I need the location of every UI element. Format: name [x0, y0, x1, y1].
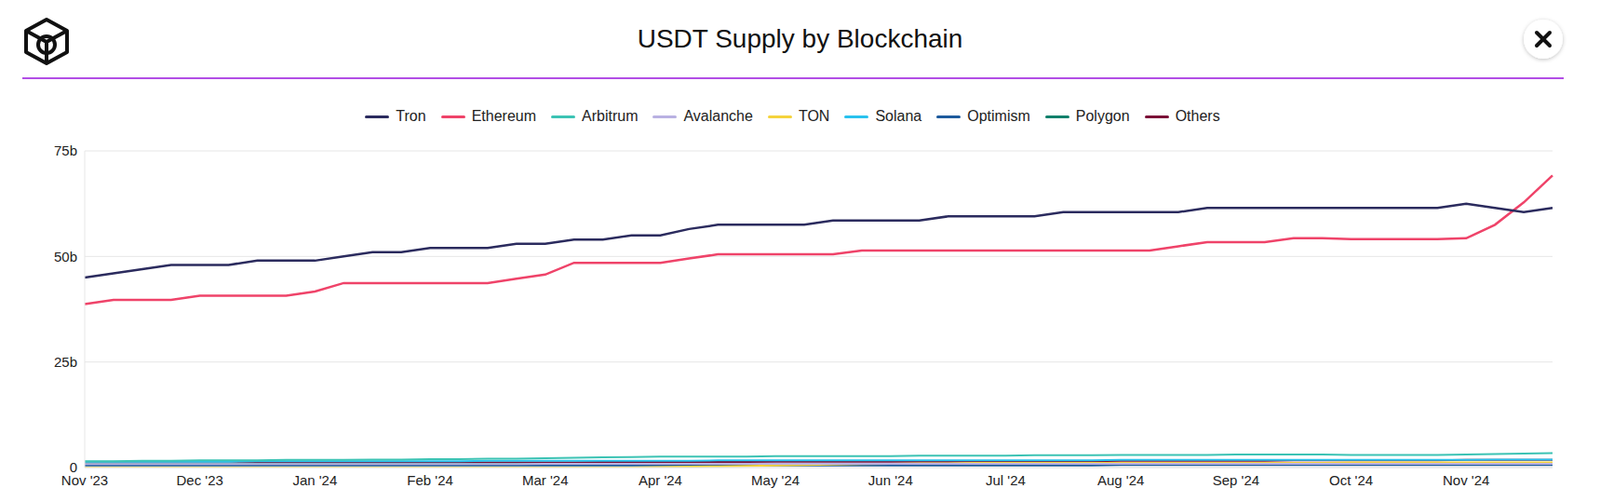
svg-text:Jul '24: Jul '24 [985, 471, 1026, 488]
svg-text:50b: 50b [53, 248, 78, 265]
svg-text:Mar '24: Mar '24 [522, 471, 569, 488]
svg-text:Sep '24: Sep '24 [1212, 471, 1260, 488]
html-text:Arbitrum: Arbitrum [581, 107, 639, 124]
svg-text:Apr '24: Apr '24 [638, 471, 683, 488]
svg-text:Nov '24: Nov '24 [1442, 471, 1490, 488]
html-text:Avalanche: Avalanche [683, 107, 753, 124]
svg-text:0: 0 [69, 458, 78, 475]
svg-text:May '24: May '24 [751, 471, 800, 488]
svg-text:Dec '23: Dec '23 [175, 471, 223, 488]
svg-text:75b: 75b [53, 142, 78, 159]
html-text:Tron: Tron [395, 107, 427, 124]
html-text:Others: Others [1175, 107, 1220, 124]
svg-text:Jan '24: Jan '24 [292, 471, 337, 488]
html-text:Solana: Solana [875, 107, 922, 124]
svg-text:Aug '24: Aug '24 [1097, 471, 1144, 488]
svg-text:Nov '23: Nov '23 [61, 471, 108, 488]
svg-text:25b: 25b [53, 353, 78, 370]
svg-text:Jun '24: Jun '24 [868, 471, 914, 488]
html-text:USDT Supply by Blockchain: USDT Supply by Blockchain [637, 24, 963, 54]
svg-text:Oct '24: Oct '24 [1329, 471, 1373, 488]
html-text:Optimism: Optimism [967, 107, 1031, 124]
html-text:TON: TON [798, 107, 830, 124]
svg-text:Feb '24: Feb '24 [406, 471, 454, 488]
html-text:Polygon: Polygon [1075, 107, 1130, 124]
html-text:Ethereum: Ethereum [471, 107, 537, 124]
